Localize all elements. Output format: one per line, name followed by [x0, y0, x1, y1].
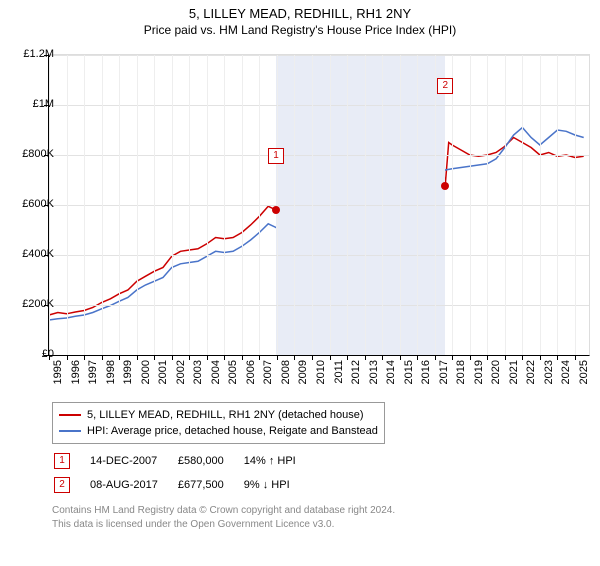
event-row: 2 08-AUG-2017£677,5009% ↓ HPI: [54, 474, 314, 496]
x-axis-label: 2023: [543, 360, 555, 390]
x-axis-label: 2010: [315, 360, 327, 390]
x-axis-label: 2014: [385, 360, 397, 390]
legend: 5, LILLEY MEAD, REDHILL, RH1 2NY (detach…: [52, 402, 385, 444]
x-axis-label: 2025: [578, 360, 590, 390]
x-axis-label: 2012: [350, 360, 362, 390]
y-axis-label: £1.2M: [23, 48, 54, 60]
x-axis-label: 2004: [210, 360, 222, 390]
x-axis-label: 2001: [157, 360, 169, 390]
x-axis-label: 2011: [333, 360, 345, 390]
x-axis-label: 2007: [262, 360, 274, 390]
y-axis-label: £600K: [22, 198, 54, 210]
x-axis-label: 2002: [175, 360, 187, 390]
legend-label: 5, LILLEY MEAD, REDHILL, RH1 2NY (detach…: [87, 407, 364, 423]
plot-area: 12: [48, 54, 590, 356]
event-row: 1 14-DEC-2007£580,00014% ↑ HPI: [54, 450, 314, 472]
x-axis-label: 2016: [420, 360, 432, 390]
event-delta: 14% ↑ HPI: [244, 450, 314, 472]
x-axis-label: 1995: [52, 360, 64, 390]
legend-item: HPI: Average price, detached house, Reig…: [59, 423, 378, 439]
x-axis-label: 2021: [508, 360, 520, 390]
x-axis-label: 2003: [192, 360, 204, 390]
event-id-badge: 1: [54, 453, 70, 469]
legend-swatch: [59, 414, 81, 416]
event-price: £580,000: [178, 450, 242, 472]
events-table: 1 14-DEC-2007£580,00014% ↑ HPI 2 08-AUG-201…: [52, 448, 316, 498]
x-axis-label: 2015: [403, 360, 415, 390]
y-axis-label: £1M: [33, 98, 54, 110]
legend-swatch: [59, 430, 81, 432]
chart-subtitle: Price paid vs. HM Land Registry's House …: [0, 23, 600, 37]
footer: Contains HM Land Registry data © Crown c…: [52, 504, 395, 531]
event-date: 08-AUG-2017: [90, 474, 176, 496]
event-marker-label: 1: [268, 148, 284, 164]
footer-line-1: Contains HM Land Registry data © Crown c…: [52, 504, 395, 518]
event-date: 14-DEC-2007: [90, 450, 176, 472]
x-axis-label: 2019: [473, 360, 485, 390]
x-axis-label: 1996: [70, 360, 82, 390]
x-axis-label: 2022: [525, 360, 537, 390]
x-axis-label: 1997: [87, 360, 99, 390]
footer-line-2: This data is licensed under the Open Gov…: [52, 518, 395, 532]
legend-item: 5, LILLEY MEAD, REDHILL, RH1 2NY (detach…: [59, 407, 378, 423]
event-id-badge: 2: [54, 477, 70, 493]
event-dot: [272, 206, 280, 214]
x-axis-label: 2009: [297, 360, 309, 390]
x-axis-label: 2000: [140, 360, 152, 390]
event-dot: [441, 182, 449, 190]
x-axis-label: 2008: [280, 360, 292, 390]
x-axis-label: 1998: [105, 360, 117, 390]
y-axis-label: £400K: [22, 248, 54, 260]
x-axis-label: 2020: [490, 360, 502, 390]
x-axis-label: 2024: [560, 360, 572, 390]
event-delta: 9% ↓ HPI: [244, 474, 314, 496]
chart-title: 5, LILLEY MEAD, REDHILL, RH1 2NY: [0, 6, 600, 21]
y-axis-label: £200K: [22, 298, 54, 310]
x-axis-label: 2005: [227, 360, 239, 390]
legend-label: HPI: Average price, detached house, Reig…: [87, 423, 378, 439]
x-axis-label: 1999: [122, 360, 134, 390]
x-axis-label: 2013: [368, 360, 380, 390]
y-axis-label: £0: [42, 348, 54, 360]
x-axis-label: 2006: [245, 360, 257, 390]
x-axis-label: 2018: [455, 360, 467, 390]
y-axis-label: £800K: [22, 148, 54, 160]
event-marker-label: 2: [437, 78, 453, 94]
event-price: £677,500: [178, 474, 242, 496]
x-axis-label: 2017: [438, 360, 450, 390]
